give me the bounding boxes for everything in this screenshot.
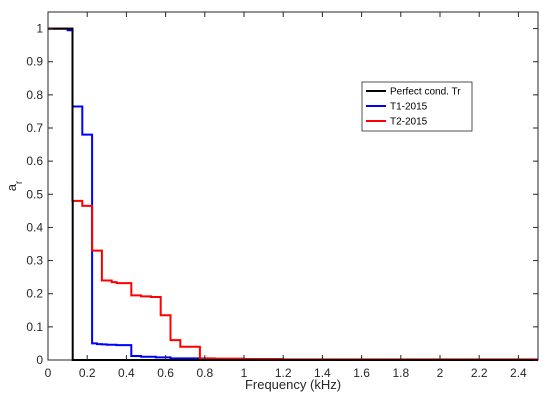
x-tick-label: 1.2: [275, 366, 292, 380]
x-tick-label: 0.2: [79, 366, 96, 380]
y-tick-label: 0.9: [26, 55, 43, 69]
x-tick-label: 0: [45, 366, 52, 380]
legend-label: T1-2015: [390, 102, 428, 113]
y-tick-label: 0.7: [26, 121, 43, 135]
x-tick-label: 2.2: [471, 366, 488, 380]
y-tick-label: 0.5: [26, 187, 43, 201]
plot-frame: [47, 11, 539, 361]
legend: Perfect cond. Tr T1-2015 T2-2015: [361, 81, 473, 132]
y-tick-label: 0.1: [26, 320, 43, 334]
y-tick-label: 0: [36, 353, 43, 367]
x-axis-label: Frequency (kHz): [245, 377, 341, 392]
x-tick-label: 1.6: [353, 366, 370, 380]
x-tick-label: 2: [437, 366, 444, 380]
y-tick-label: 0.8: [26, 88, 43, 102]
x-tick-label: 0.8: [196, 366, 213, 380]
x-tick-label: 1: [241, 366, 248, 380]
legend-entries: Perfect cond. Tr T1-2015 T2-2015: [366, 87, 461, 128]
x-axis-ticks: 0 0.2 0.4 0.6 0.8 1 1.2 1.4 1.6 1.8 2 2.2 2.4: [45, 12, 527, 380]
plot-area: 0 0.2 0.4 0.6 0.8 1 1.2 1.4 1.6 1.8 2 2.2 2.4 0 0.1 0.…: [26, 11, 539, 380]
series-line-perfect-cond-tr: [48, 27, 538, 361]
series-line-t2-2015: [48, 27, 538, 361]
x-tick-label: 0.6: [157, 366, 174, 380]
y-axis-label-subscript: r: [14, 180, 25, 184]
x-tick-label: 0.4: [118, 366, 135, 380]
y-tick-label: 1: [36, 22, 43, 36]
y-tick-label: 0.6: [26, 154, 43, 168]
y-axis-label: ar: [4, 180, 25, 191]
y-tick-label: 0.3: [26, 254, 43, 268]
x-tick-label: 1.4: [314, 366, 331, 380]
series-lines: [48, 27, 538, 361]
y-tick-label: 0.2: [26, 287, 43, 301]
x-tick-label: 1.8: [392, 366, 409, 380]
legend-label: T2-2015: [390, 117, 428, 128]
x-tick-label: 2.4: [510, 366, 527, 380]
y-axis-ticks: 0 0.1 0.2 0.3 0.4 0.5 0.6 0.7 0.8 0.9 1: [26, 22, 538, 367]
y-tick-label: 0.4: [26, 220, 43, 234]
y-axis-label-main: a: [4, 183, 19, 191]
series-line-t1-2015: [48, 27, 538, 361]
legend-label: Perfect cond. Tr: [390, 87, 461, 98]
